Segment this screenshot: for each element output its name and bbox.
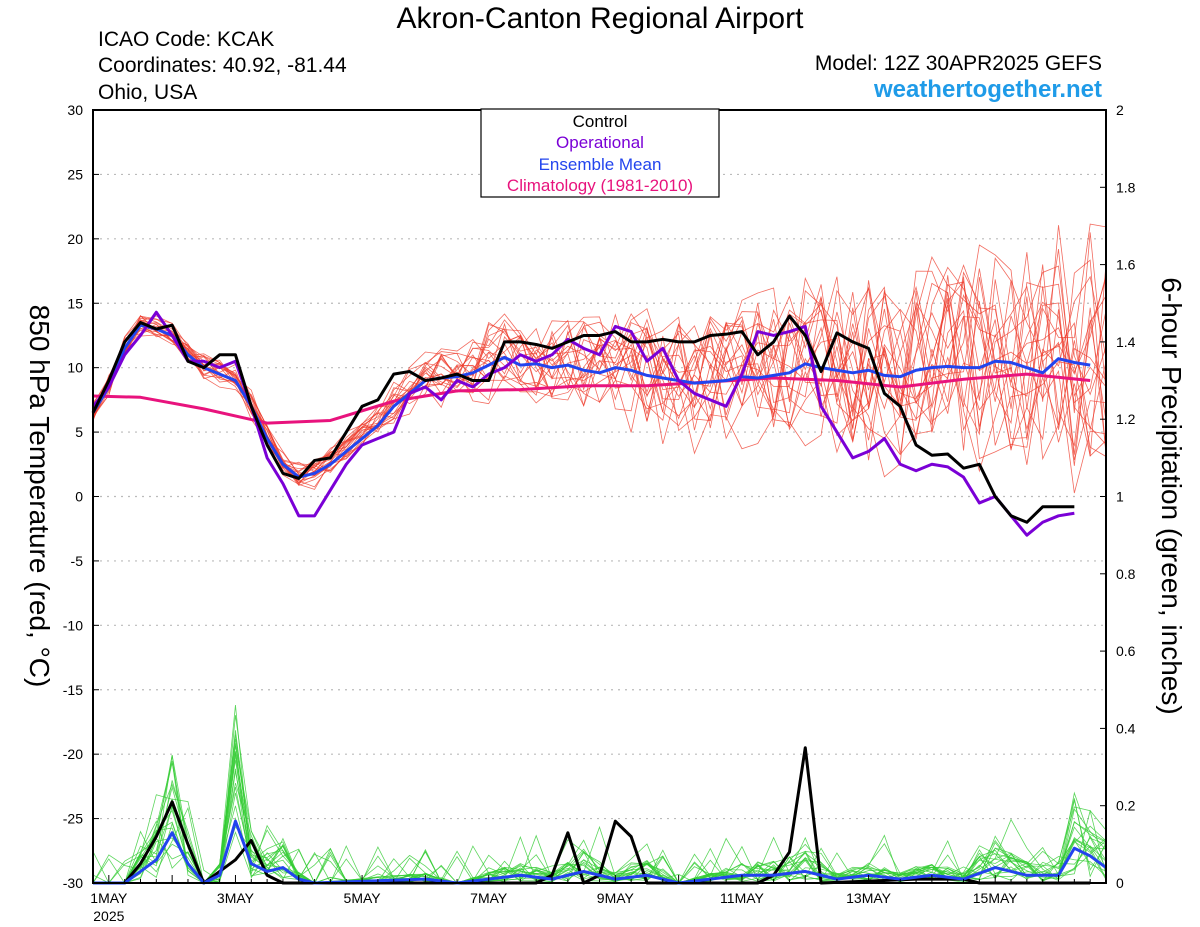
- left-axis-ticks: 30 25 20 15 10 5 0 -5 -10 -15 -20 -25 -30: [63, 102, 99, 891]
- grid: [93, 173, 1106, 820]
- ensemble-precip-line: [93, 751, 1107, 884]
- x-tick-label: 9MAY: [597, 890, 635, 906]
- x-tick-label: 3MAY: [217, 890, 255, 906]
- left-axis-label: 850 hPa Temperature (red, °C): [24, 305, 55, 688]
- x-tick-label: 7MAY: [470, 890, 508, 906]
- left-tick-label: 30: [67, 102, 83, 118]
- x-tick-label: 13MAY: [846, 890, 892, 906]
- legend-box: [480, 108, 720, 198]
- x-tick-label: 11MAY: [720, 890, 764, 906]
- icao-code: ICAO Code: KCAK: [98, 28, 275, 51]
- left-tick-label: 15: [67, 295, 83, 311]
- right-axis-label: 6-hour Precipitation (green, inches): [1156, 277, 1187, 714]
- operational-temperature-line: [91, 310, 1075, 537]
- right-tick-label: 0.4: [1116, 720, 1136, 736]
- right-axis-ticks: 2 1.8 1.6 1.4 1.2 1 0.8 0.6 0.4 0.2 0: [1100, 102, 1136, 891]
- left-tick-label: -5: [71, 553, 84, 569]
- x-tick-label: 1MAY: [90, 890, 128, 906]
- right-tick-label: 0: [1116, 875, 1124, 891]
- left-tick-label: 10: [67, 360, 83, 376]
- x-tick-year: 2025: [93, 908, 124, 924]
- right-tick-label: 0.8: [1116, 566, 1136, 582]
- legend-ensemble-mean: Ensemble Mean: [539, 155, 662, 174]
- brand-link[interactable]: weathertogether.net: [873, 76, 1102, 103]
- right-tick-label: 1.8: [1116, 179, 1136, 195]
- ensemble-temperature-traces: [92, 223, 1107, 494]
- ensemble-precip-line: [92, 752, 1107, 884]
- control-temperature-line: [91, 314, 1075, 524]
- x-tick-label: 15MAY: [973, 890, 1019, 906]
- right-tick-label: 1.2: [1116, 411, 1136, 427]
- ensemble-mean-precip-line: [93, 819, 1107, 885]
- left-tick-label: 20: [67, 231, 83, 247]
- left-tick-label: -30: [63, 875, 83, 891]
- location: Ohio, USA: [98, 81, 198, 104]
- model-run: Model: 12Z 30APR2025 GEFS: [814, 52, 1102, 75]
- ensemble-temperature-line: [92, 280, 1107, 485]
- x-axis-ticks: 1MAY 2025 3MAY 5MAY 7MAY 9MAY 11MAY 13MAY 15MAY: [90, 875, 1107, 924]
- right-tick-label: 0.2: [1116, 798, 1136, 814]
- coordinates: Coordinates: 40.92, -81.44: [98, 54, 347, 77]
- left-tick-label: 25: [67, 166, 83, 182]
- left-tick-label: -25: [63, 811, 83, 827]
- left-tick-label: -10: [63, 617, 83, 633]
- right-tick-label: 1.4: [1116, 334, 1136, 350]
- right-tick-label: 2: [1116, 102, 1124, 118]
- main-series-lines: [91, 310, 1107, 885]
- right-tick-label: 1: [1116, 489, 1124, 505]
- left-tick-label: -20: [63, 746, 83, 762]
- legend-operational: Operational: [556, 133, 644, 152]
- right-tick-label: 0.6: [1116, 643, 1136, 659]
- chart-title: Akron-Canton Regional Airport: [396, 2, 804, 35]
- left-tick-label: -15: [63, 682, 83, 698]
- legend: Control Operational Ensemble Mean Climat…: [480, 108, 720, 198]
- ensemble-precip-traces: [92, 705, 1107, 884]
- climatology-temperature-line: [92, 372, 1091, 425]
- x-tick-label: 5MAY: [344, 890, 382, 906]
- control-precip-line: [93, 746, 1091, 885]
- legend-climatology: Climatology (1981-2010): [507, 176, 693, 195]
- left-tick-label: 0: [75, 489, 83, 505]
- right-tick-label: 1.6: [1116, 257, 1136, 273]
- left-tick-label: 5: [75, 424, 83, 440]
- legend-control: Control: [573, 112, 628, 131]
